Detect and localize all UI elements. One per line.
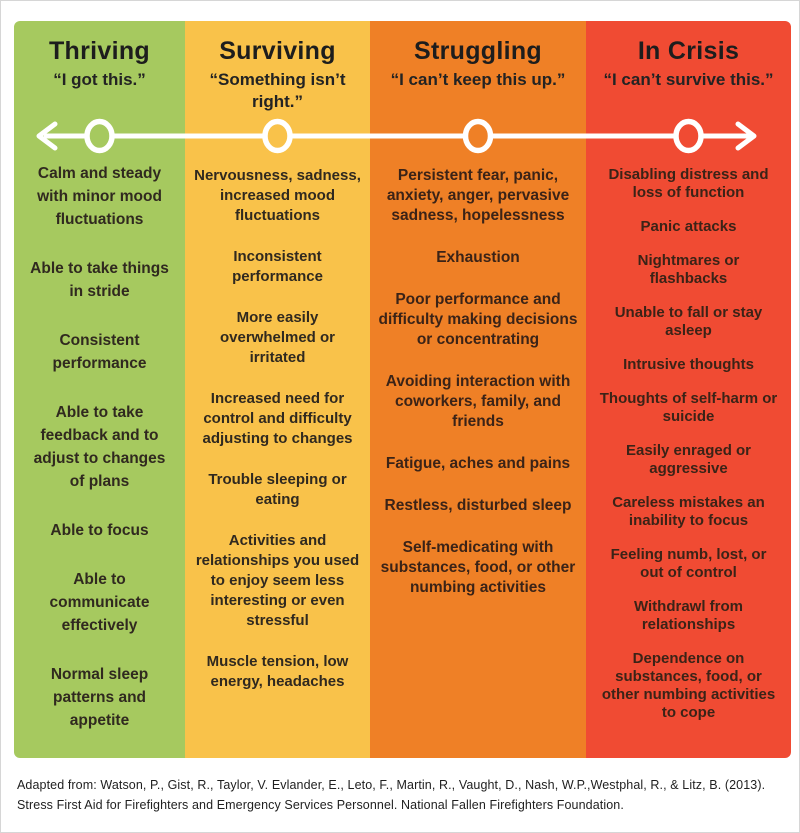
symptom-item: Poor performance and difficulty making d… <box>378 291 578 348</box>
symptom-item: Able to take feedback and to adjust to c… <box>33 404 166 490</box>
symptom-item: Dependence on substances, food, or other… <box>601 650 776 721</box>
timeline-spacer <box>185 113 370 161</box>
column-title: Struggling <box>414 37 542 65</box>
column-header: Surviving “Something isn’t right.” <box>185 21 370 113</box>
timeline-spacer <box>370 113 586 161</box>
symptom-item: Self-medicating with substances, food, o… <box>380 539 576 596</box>
symptom-item: Activities and relationships you used to… <box>195 532 360 629</box>
symptom-item: Able to communicate effectively <box>49 571 150 634</box>
column-title: Surviving <box>219 37 336 65</box>
symptom-list: Disabling distress and loss of function P… <box>586 161 791 758</box>
column-quote: “Something isn’t right.” <box>209 70 346 111</box>
footer-citation: Adapted from: Watson, P., Gist, R., Tayl… <box>17 775 789 815</box>
timeline-spacer <box>14 111 185 157</box>
symptom-item: Normal sleep patterns and appetite <box>50 666 149 729</box>
symptom-list: Calm and steady with minor mood fluctuat… <box>14 157 185 758</box>
citation-line-2: Stress First Aid for Firefighters and Em… <box>17 798 624 812</box>
symptom-item: Avoiding interaction with coworkers, fam… <box>385 373 571 430</box>
column-header: Thriving “I got this.” <box>14 21 185 111</box>
symptom-item: Thoughts of self-harm or suicide <box>599 390 778 425</box>
column-quote: “I can’t keep this up.” <box>390 70 566 89</box>
column-struggling: Struggling “I can’t keep this up.” Persi… <box>370 21 586 758</box>
symptom-item: Trouble sleeping or eating <box>208 471 347 508</box>
column-surviving: Surviving “Something isn’t right.” Nervo… <box>185 21 370 758</box>
symptom-item: Withdrawl from relationships <box>633 598 744 633</box>
column-title: In Crisis <box>637 37 740 65</box>
symptom-item: Fatigue, aches and pains <box>385 455 571 472</box>
stress-continuum-board: Thriving “I got this.” Calm and steady w… <box>14 21 791 758</box>
symptom-item: Intrusive thoughts <box>623 356 754 373</box>
column-in-crisis: In Crisis “I can’t survive this.” Disabl… <box>586 21 791 758</box>
symptom-item: Inconsistent performance <box>232 248 323 285</box>
symptom-item: Nightmares or flashbacks <box>637 252 740 287</box>
symptom-item: Able to take things in stride <box>30 260 169 300</box>
symptom-item: Persistent fear, panic, anxiety, anger, … <box>386 167 570 224</box>
symptom-item: Feeling numb, lost, or out of control <box>610 546 767 581</box>
symptom-list: Nervousness, sadness, increased mood flu… <box>185 161 370 758</box>
column-quote: “I can’t survive this.” <box>603 70 774 89</box>
symptom-list: Persistent fear, panic, anxiety, anger, … <box>370 161 586 758</box>
symptom-item: Easily enraged or aggressive <box>625 442 752 477</box>
symptom-item: Unable to fall or stay asleep <box>614 304 763 339</box>
column-header: Struggling “I can’t keep this up.” <box>370 21 586 113</box>
symptom-item: Restless, disturbed sleep <box>384 497 572 514</box>
symptom-item: Nervousness, sadness, increased mood flu… <box>194 167 361 224</box>
symptom-item: Disabling distress and loss of function <box>608 166 769 201</box>
symptom-item: Increased need for control and difficult… <box>202 390 353 447</box>
symptom-item: More easily overwhelmed or irritated <box>219 309 336 366</box>
timeline-spacer <box>586 113 791 161</box>
symptom-item: Careless mistakes an inability to focus <box>612 494 765 529</box>
symptom-item: Muscle tension, low energy, headaches <box>206 653 349 690</box>
symptom-item: Able to focus <box>50 522 149 539</box>
symptom-item: Exhaustion <box>436 249 520 266</box>
column-thriving: Thriving “I got this.” Calm and steady w… <box>14 21 185 758</box>
symptom-item: Consistent performance <box>52 332 147 372</box>
symptom-item: Panic attacks <box>640 218 737 235</box>
column-title: Thriving <box>48 37 150 65</box>
citation-line-1: Adapted from: Watson, P., Gist, R., Tayl… <box>17 778 766 792</box>
column-header: In Crisis “I can’t survive this.” <box>586 21 791 113</box>
symptom-item: Calm and steady with minor mood fluctuat… <box>37 165 162 228</box>
column-quote: “I got this.” <box>53 70 146 89</box>
